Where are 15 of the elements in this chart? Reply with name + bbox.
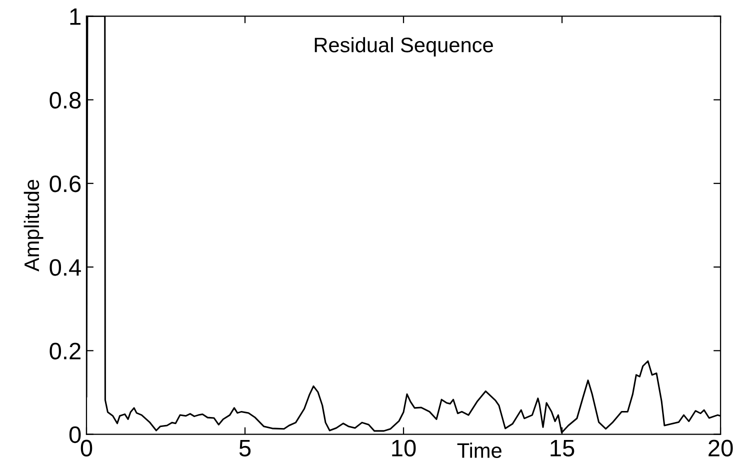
x-tick-label: 20 <box>708 440 733 456</box>
y-tick-label: 0.8 <box>50 92 81 109</box>
x-axis-title: Time <box>457 442 502 458</box>
x-tick-label: 5 <box>239 440 251 456</box>
y-tick-label: 0.2 <box>50 342 80 360</box>
x-tick-label: 15 <box>550 440 574 456</box>
y-axis-title: Amplitude <box>24 180 44 272</box>
text: Residual Sequence <box>314 37 493 56</box>
x-tick-label: 10 <box>392 440 416 456</box>
y-tick-label: 0.6 <box>50 175 81 192</box>
y-tick-label: 1 <box>70 8 80 25</box>
x-tick-label: 0 <box>80 440 92 456</box>
y-tick-label: 0.4 <box>50 259 81 276</box>
y-tick-label: 0 <box>69 426 81 444</box>
line-series <box>86 16 721 434</box>
